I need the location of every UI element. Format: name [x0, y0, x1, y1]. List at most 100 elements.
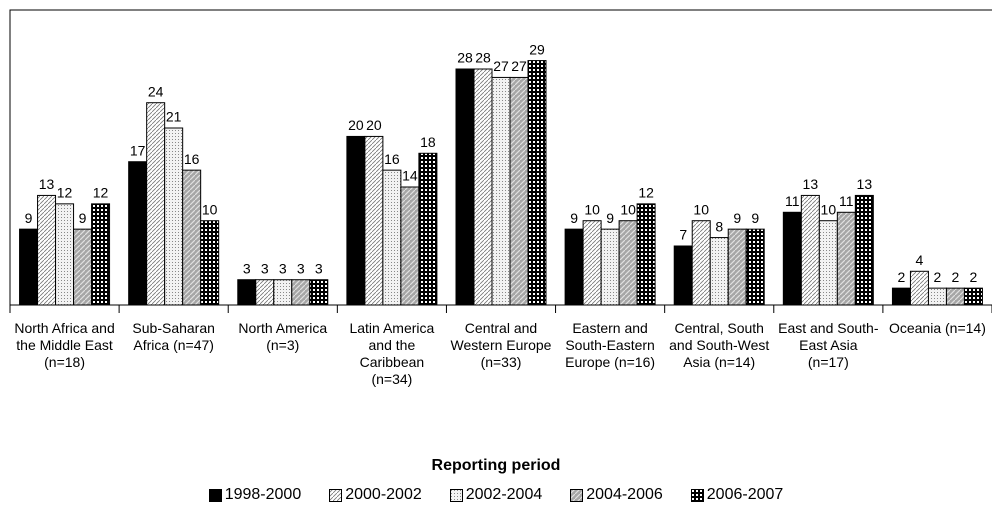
bar — [200, 220, 220, 306]
bar — [146, 102, 166, 306]
data-label: 2 — [934, 269, 942, 285]
data-label: 10 — [202, 201, 218, 217]
data-label: 9 — [79, 210, 87, 226]
data-label: 4 — [916, 252, 924, 268]
data-label: 10 — [584, 201, 600, 217]
data-label: 9 — [25, 210, 33, 226]
data-label: 3 — [279, 260, 287, 276]
data-label: 10 — [693, 201, 709, 217]
bar — [19, 228, 39, 306]
legend-swatch — [329, 488, 343, 502]
data-label: 10 — [620, 201, 636, 217]
bar — [418, 152, 438, 306]
legend-swatch-rect — [449, 488, 463, 502]
data-label: 7 — [679, 227, 687, 243]
data-label: 28 — [475, 50, 491, 66]
bar — [382, 169, 402, 306]
data-label: 11 — [785, 193, 800, 209]
bar — [854, 194, 874, 306]
data-label: 20 — [348, 117, 364, 133]
data-label: 3 — [297, 260, 305, 276]
bar — [473, 68, 493, 306]
data-label: 3 — [261, 260, 269, 276]
bar — [745, 228, 765, 306]
legend-item: 2000-2002 — [329, 486, 422, 504]
bar — [836, 211, 856, 306]
bar — [527, 60, 547, 306]
bar — [564, 228, 584, 306]
data-label: 16 — [184, 151, 200, 167]
bar — [400, 186, 420, 306]
x-tick-label: Sub-Saharan Africa (n=47) — [132, 320, 215, 353]
legend-swatch-rect — [208, 488, 222, 502]
legend-item: 2006-2007 — [690, 486, 784, 504]
data-label: 14 — [402, 168, 418, 184]
legend-item: 2002-2004 — [449, 486, 543, 504]
data-label: 3 — [243, 260, 251, 276]
data-label: 9 — [733, 210, 741, 226]
data-label: 13 — [39, 176, 55, 192]
bar — [255, 279, 275, 306]
bar — [55, 203, 75, 306]
x-tick-label: East and South-East Asia (n=17) — [778, 320, 879, 370]
x-tick-label: North America (n=3) — [238, 320, 328, 353]
bar — [691, 220, 711, 306]
bar — [346, 135, 366, 306]
bar — [364, 135, 384, 306]
bar — [73, 228, 93, 306]
bar — [128, 161, 148, 306]
legend-swatch-rect — [570, 488, 584, 502]
x-tick-label: Oceania (n=14) — [888, 320, 986, 336]
bar — [927, 287, 947, 306]
bar — [673, 245, 693, 306]
data-label: 18 — [420, 134, 436, 150]
bar — [91, 203, 111, 306]
data-label: 24 — [148, 83, 164, 99]
data-label: 28 — [457, 50, 473, 66]
data-label: 2 — [952, 269, 960, 285]
data-label: 9 — [606, 210, 614, 226]
bar — [891, 287, 911, 306]
plot-border — [9, 9, 992, 305]
legend-label: 2000-2002 — [345, 486, 422, 503]
bar — [309, 279, 329, 306]
data-label: 27 — [493, 58, 509, 74]
legend-swatch — [570, 488, 584, 502]
data-label: 16 — [384, 151, 400, 167]
data-label: 3 — [315, 260, 323, 276]
legend-swatch — [449, 488, 463, 502]
bar — [455, 68, 475, 306]
x-axis-label: Reporting period — [432, 457, 561, 474]
data-label: 12 — [638, 185, 654, 201]
bar — [582, 220, 602, 306]
bar — [818, 220, 838, 306]
data-label: 20 — [366, 117, 382, 133]
legend-label: 2006-2007 — [706, 486, 784, 503]
legend-swatch — [690, 488, 704, 502]
bar — [909, 270, 929, 306]
bar — [945, 287, 965, 306]
data-label: 12 — [93, 185, 109, 201]
bar — [963, 287, 983, 306]
legend-swatch — [208, 488, 222, 502]
x-tick-label: Latin America and the Caribbean (n=34) — [349, 320, 435, 387]
x-tick-label: Central and Western Europe (n=33) — [450, 320, 552, 370]
data-label: 13 — [803, 176, 819, 192]
legend-item: 1998-2000 — [208, 486, 302, 504]
legend-label: 2002-2004 — [465, 486, 543, 503]
bar — [600, 228, 620, 306]
bar — [491, 76, 511, 306]
bar — [291, 279, 311, 306]
legend-swatch-rect — [690, 488, 704, 502]
data-label: 8 — [715, 218, 723, 234]
legend-label: 2004-2006 — [586, 486, 663, 503]
legend-label: 1998-2000 — [224, 486, 302, 503]
bar — [164, 127, 184, 306]
bar — [709, 237, 729, 306]
data-label: 29 — [529, 41, 545, 57]
bar — [782, 211, 802, 306]
bar — [636, 203, 656, 306]
data-label: 9 — [751, 210, 759, 226]
